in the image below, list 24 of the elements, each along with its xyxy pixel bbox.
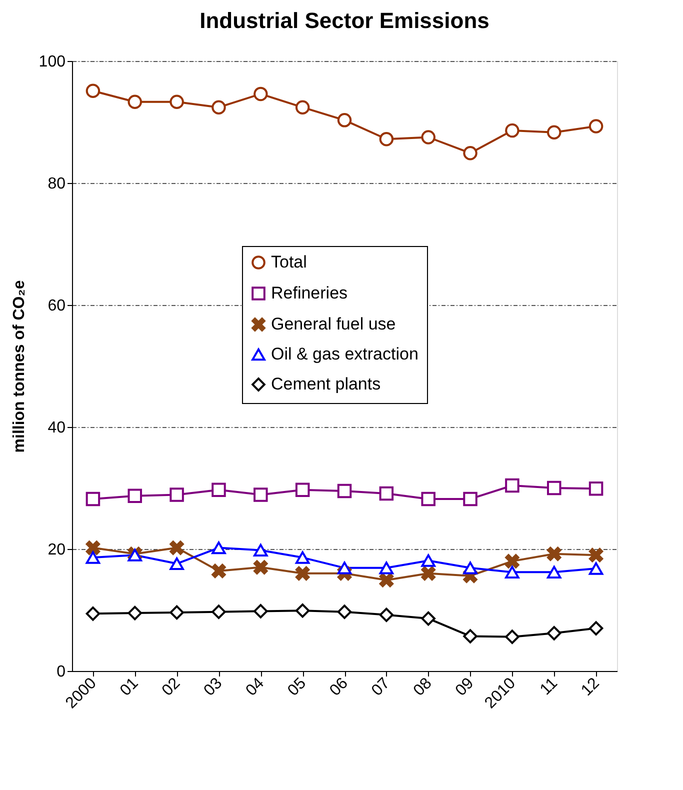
legend-label: General fuel use xyxy=(271,314,396,334)
x-tick-label: 04 xyxy=(242,674,268,700)
x-tick-label: 12 xyxy=(578,674,603,700)
x-tick-label: 06 xyxy=(326,674,352,700)
x-tick-label: 03 xyxy=(200,674,226,700)
x-tick-label: 08 xyxy=(410,674,436,700)
legend-label: Total xyxy=(271,252,307,272)
legend-label: Refineries xyxy=(271,284,348,302)
y-tick-label: 60 xyxy=(48,298,66,314)
legend-label: Oil & gas extraction xyxy=(271,344,418,364)
x-tick-label: 11 xyxy=(537,674,562,699)
y-tick-label: 80 xyxy=(48,176,66,192)
chart-title: Industrial Sector Emissions xyxy=(200,8,490,33)
x-tick-label: 07 xyxy=(368,674,394,700)
x-tick-label: 05 xyxy=(284,674,310,700)
y-tick-label: 40 xyxy=(48,420,66,436)
x-tick-label: 02 xyxy=(159,674,184,700)
x-tick-label: 01 xyxy=(117,674,142,700)
x-tick-label: 09 xyxy=(452,674,478,700)
y-tick-label: 20 xyxy=(48,542,66,558)
legend-label: Cement plants xyxy=(271,374,381,394)
y-axis-title: million tonnes of CO₂e xyxy=(10,280,28,453)
y-tick-label: 100 xyxy=(38,54,66,70)
y-tick-label: 0 xyxy=(56,664,66,680)
